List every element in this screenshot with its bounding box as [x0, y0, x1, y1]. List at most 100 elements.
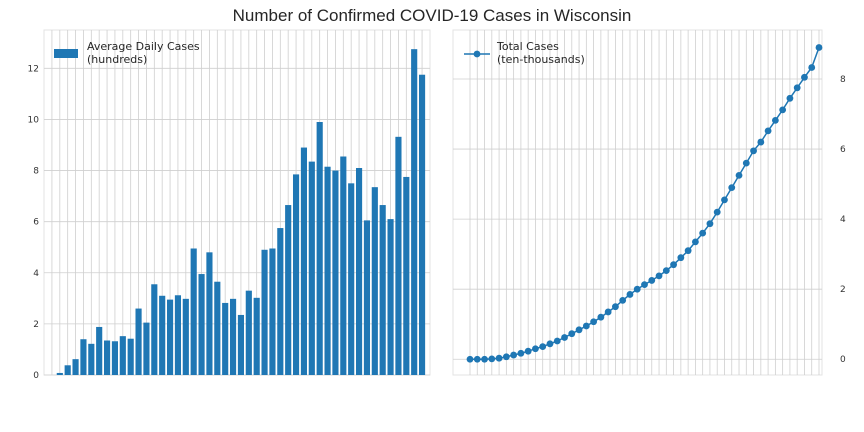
line-y-tick-label: 2 — [840, 285, 846, 295]
bar — [64, 365, 71, 375]
data-point — [561, 334, 568, 341]
data-point — [735, 171, 743, 179]
bar — [127, 338, 134, 375]
data-point — [495, 354, 503, 362]
data-point — [750, 147, 757, 155]
data-point — [568, 330, 576, 338]
bar — [285, 205, 292, 375]
bar — [206, 252, 213, 375]
bar — [277, 228, 284, 375]
bar — [418, 74, 426, 375]
data-point — [691, 238, 699, 246]
data-point — [764, 127, 772, 135]
bar — [222, 302, 229, 375]
bar — [316, 122, 323, 375]
bar — [308, 161, 315, 375]
data-point — [575, 326, 583, 334]
data-point — [466, 355, 474, 363]
bar — [56, 372, 63, 375]
bar-y-tick-label: 2 — [33, 320, 39, 330]
data-point — [633, 285, 641, 293]
bar — [411, 49, 418, 376]
bar — [151, 284, 158, 375]
bar — [261, 249, 268, 375]
bar — [174, 295, 182, 375]
line-y-tick-label: 8 — [840, 75, 846, 85]
bar — [253, 297, 260, 375]
bar — [166, 299, 174, 375]
bar — [300, 147, 308, 375]
bar — [72, 359, 79, 375]
line-y-tick-label: 6 — [840, 145, 846, 155]
bar-y-tick-label: 6 — [33, 218, 39, 228]
data-point — [728, 184, 736, 192]
data-point — [641, 281, 648, 289]
bar — [111, 341, 119, 375]
data-point — [662, 267, 670, 275]
bar — [135, 308, 142, 375]
data-point — [612, 303, 619, 311]
data-point — [582, 322, 590, 330]
bar — [198, 274, 205, 375]
data-point — [539, 343, 547, 351]
bar — [229, 298, 237, 375]
bar — [80, 339, 87, 375]
data-point — [713, 208, 721, 216]
bar-legend-swatch — [54, 49, 78, 58]
chart-title: Number of Confirmed COVID-19 Cases in Wi… — [232, 6, 632, 25]
data-point — [502, 353, 510, 361]
bar-y-tick-label: 8 — [33, 167, 39, 177]
bar — [348, 183, 355, 375]
bar — [324, 166, 331, 375]
line-y-tick-label: 4 — [840, 215, 846, 225]
data-point — [546, 340, 554, 348]
data-point — [590, 318, 598, 326]
data-point — [742, 159, 750, 167]
bar — [190, 248, 197, 375]
data-point — [699, 229, 707, 237]
bar — [245, 290, 252, 375]
bar — [88, 343, 95, 375]
bar-y-tick-label: 12 — [28, 64, 39, 74]
bar — [371, 187, 378, 375]
data-point — [517, 349, 525, 357]
bar — [403, 176, 410, 375]
data-point — [815, 44, 823, 51]
bar — [119, 336, 126, 375]
data-point — [801, 73, 808, 81]
bar-y-tick-label: 0 — [33, 371, 39, 381]
data-point — [524, 347, 532, 355]
bar-y-tick-label: 4 — [33, 269, 39, 279]
bar — [269, 248, 276, 375]
line-legend-marker — [473, 50, 481, 58]
bar — [332, 170, 339, 375]
data-point — [473, 355, 481, 363]
bar — [237, 314, 245, 375]
bar — [340, 156, 347, 375]
bar-y-tick-label: 10 — [28, 115, 40, 125]
bar — [143, 322, 150, 375]
data-point — [532, 345, 539, 353]
data-point — [779, 106, 787, 114]
data-point — [648, 277, 656, 284]
bar — [355, 168, 363, 375]
data-point — [670, 261, 677, 269]
data-point — [786, 94, 794, 102]
data-point — [771, 116, 779, 124]
bar — [214, 281, 221, 375]
data-point — [677, 254, 685, 262]
data-point — [721, 196, 728, 204]
data-point — [684, 247, 692, 255]
data-point — [793, 84, 801, 92]
data-point — [619, 296, 627, 304]
bar — [103, 340, 111, 375]
data-point — [706, 220, 714, 228]
bar-legend-label: Average Daily Cases — [87, 40, 200, 53]
line-y-tick-label: 0 — [840, 355, 846, 365]
data-point — [481, 355, 488, 363]
bar-legend-label: (hundreds) — [87, 53, 147, 66]
data-point — [655, 272, 663, 280]
bar — [159, 295, 166, 375]
data-point — [510, 351, 518, 359]
